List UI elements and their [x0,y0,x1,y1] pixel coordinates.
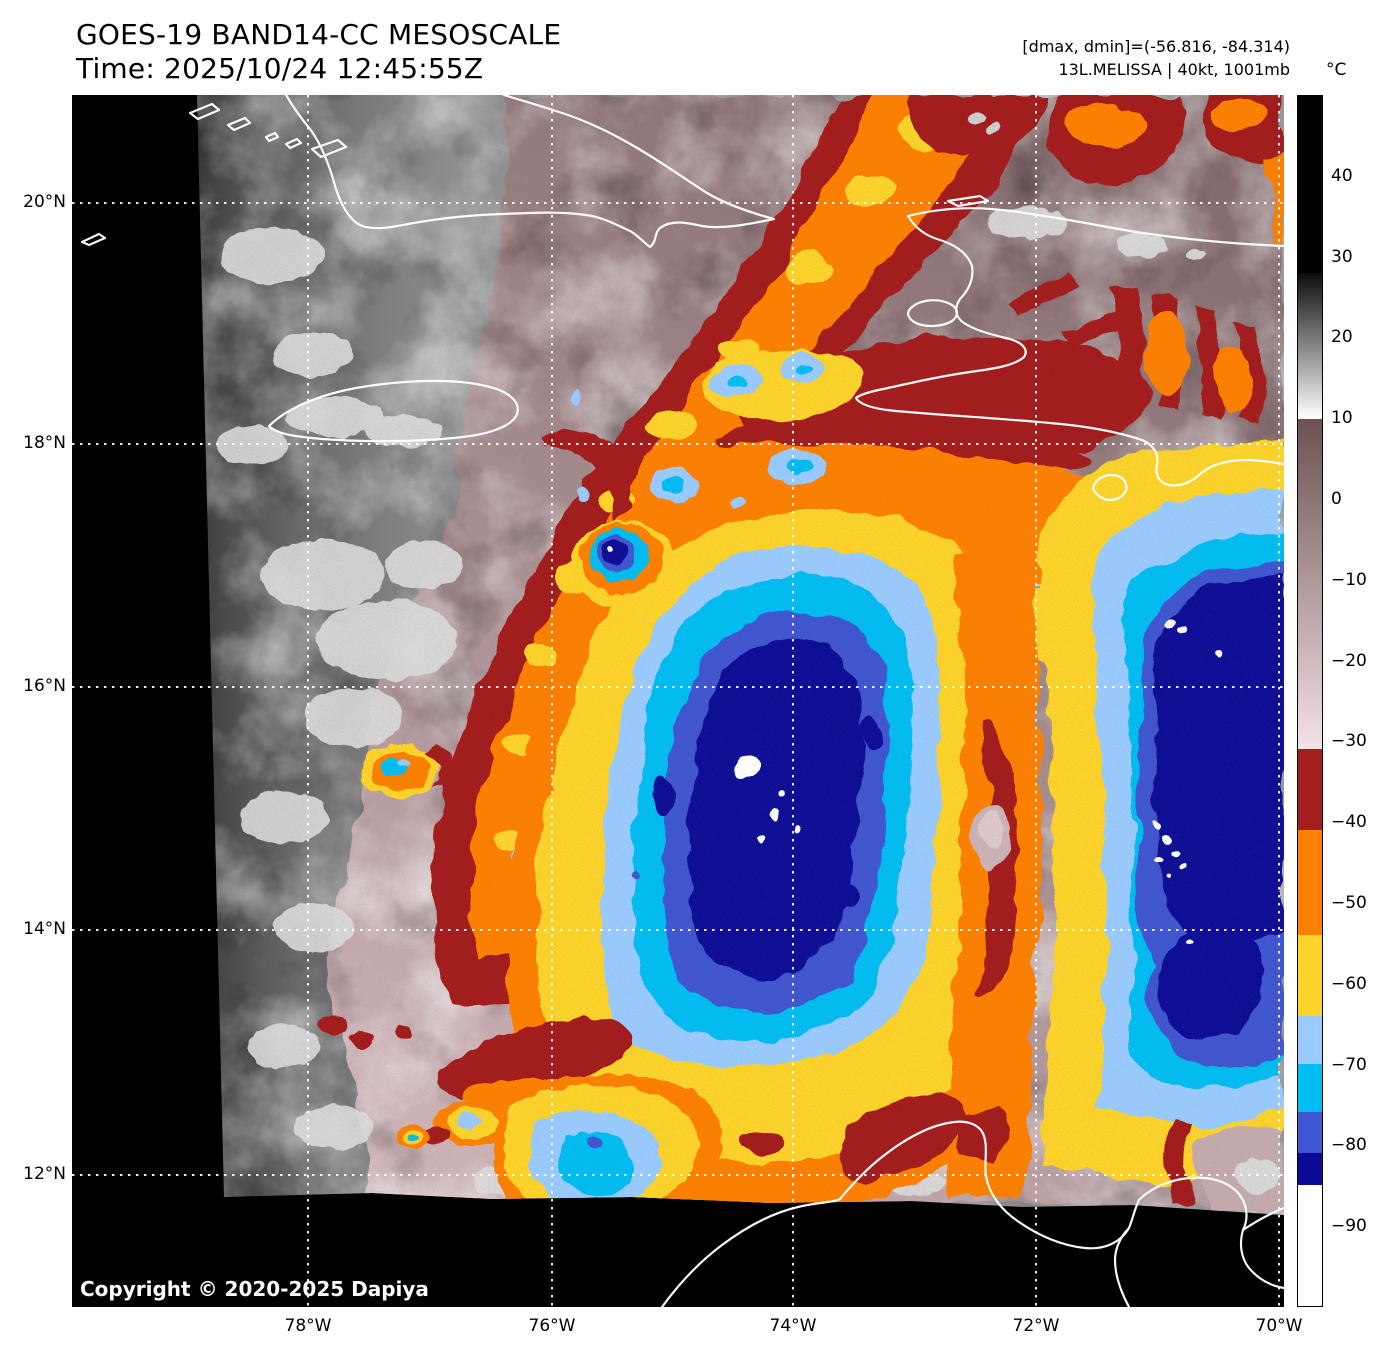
lon-tick-label: 78°W [284,1316,332,1336]
lat-tick-label: 18°N [23,433,66,453]
storm-info: [dmax, dmin]=(-56.816, -84.314) 13L.MELI… [1022,35,1290,81]
coastlines [80,95,1284,1307]
timestamp: Time: 2025/10/24 12:45:55Z [76,52,484,85]
colorbar-segment-0 [1298,96,1322,274]
pixel-grain [197,95,1284,1215]
coastline-hispaniola-north [906,207,1284,248]
coastline-maracaibo [1113,1226,1131,1307]
colorbar-tick-label: 0 [1331,489,1342,509]
copyright-watermark: Copyright © 2020-2025 Dapiya [80,1277,429,1301]
latlon-gridlines [72,95,1284,1307]
coastline-hispaniola-south [854,214,1284,487]
colorbar-tick-label: −50 [1331,893,1367,913]
coastline-gonave [907,299,958,328]
colorbar-tick-label: −60 [1331,973,1367,994]
lon-tick-label: 74°W [769,1316,817,1336]
colorbar-segment-9 [1298,1152,1322,1185]
coastline-cape-beata [1092,473,1128,501]
colorbar-segment-10 [1298,1185,1322,1306]
colorbar-tick-label: −40 [1331,812,1367,833]
dmax-dmin-readout: [dmax, dmin]=(-56.816, -84.314) [1022,37,1290,56]
coastline-paraguana [1239,1228,1284,1290]
colorbar-tick-label: −20 [1331,650,1367,671]
colorbar-tick-label: −80 [1331,1135,1367,1156]
colorbar-tick-label: −10 [1331,569,1367,590]
colorbar-tick-label: 30 [1331,246,1353,267]
colorbar-segment-4 [1298,830,1322,935]
colorbar-segment-8 [1298,1112,1322,1153]
coastline-south-america [660,1120,1284,1307]
colorbar-tick-label: −90 [1331,1216,1367,1237]
colorbar-segment-6 [1298,1015,1322,1064]
colorbar-tick-label: 40 [1331,165,1353,186]
coastline-cayman [80,232,107,247]
colorbar-segment-3 [1298,749,1322,831]
coastline-cuba-north [502,95,776,221]
data-region [197,95,1284,1215]
colorbar-tick-label: −30 [1331,731,1367,752]
satellite-map [72,95,1284,1307]
page-title: GOES-19 BAND14-CC MESOSCALE [76,18,562,51]
lat-tick-label: 16°N [23,676,66,696]
lon-tick-label: 76°W [528,1316,576,1336]
lat-tick-label: 20°N [23,192,66,212]
colorbar-unit: °C [1326,60,1347,80]
colorbar-tick-label: −70 [1331,1054,1367,1075]
lon-tick-label: 72°W [1012,1316,1060,1336]
colorbar-segment-7 [1298,1064,1322,1113]
colorbar-tick-label: 20 [1331,327,1353,348]
coastline-jamaica [267,379,519,443]
lon-tick-label: 70°W [1255,1316,1303,1336]
coastline-cuba-south [284,95,776,249]
coastline-cays [188,102,348,159]
colorbar-segment-5 [1298,934,1322,1016]
coastline-tortuga [946,194,990,208]
lat-tick-label: 12°N [23,1164,66,1184]
colorbar-tick-label: 10 [1331,408,1353,429]
colorbar-segment-2 [1298,418,1322,750]
colorbar-segment-1 [1298,273,1322,419]
colorbar [1297,95,1323,1307]
colorbar-tick-labels: 40 30 20 10 0 −10 −20 −30 −40 −50 −60 −70 −80 −90 [1331,95,1390,1307]
lat-tick-label: 14°N [23,919,66,939]
storm-status: 13L.MELISSA | 40kt, 1001mb [1058,60,1290,79]
